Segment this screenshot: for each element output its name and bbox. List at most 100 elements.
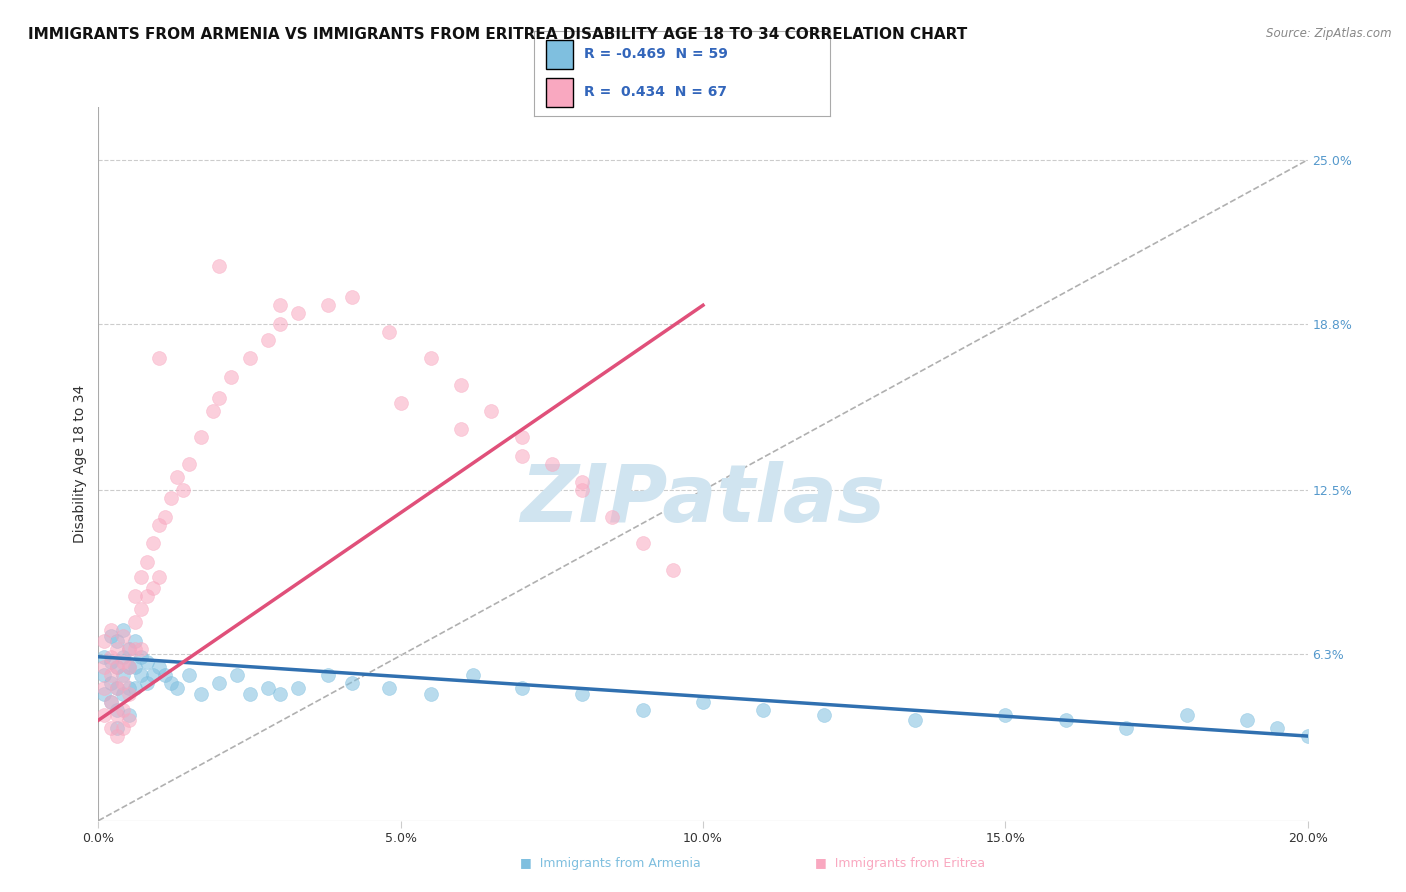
Point xyxy=(450,422,472,436)
Point xyxy=(571,687,593,701)
Text: IMMIGRANTS FROM ARMENIA VS IMMIGRANTS FROM ERITREA DISABILITY AGE 18 TO 34 CORRE: IMMIGRANTS FROM ARMENIA VS IMMIGRANTS FR… xyxy=(28,27,967,42)
Point xyxy=(1175,707,1198,722)
Point xyxy=(208,676,231,690)
Point xyxy=(1115,721,1137,735)
Point xyxy=(105,707,128,722)
Point xyxy=(153,668,176,682)
Point xyxy=(148,517,170,532)
Point xyxy=(100,721,122,735)
Point xyxy=(105,660,128,674)
Point xyxy=(111,676,134,690)
Point xyxy=(105,660,128,674)
Point xyxy=(269,687,291,701)
Point xyxy=(105,729,128,743)
Point xyxy=(1236,713,1258,727)
Point xyxy=(1267,721,1289,735)
Point xyxy=(256,681,278,696)
Point xyxy=(208,391,231,405)
Text: R =  0.434  N = 67: R = 0.434 N = 67 xyxy=(585,86,727,99)
Point xyxy=(208,259,231,273)
Point xyxy=(118,707,141,722)
Point xyxy=(316,668,339,682)
Point xyxy=(190,687,212,701)
Point xyxy=(93,649,115,664)
Point xyxy=(142,581,165,595)
Point xyxy=(105,703,128,717)
Point xyxy=(221,369,243,384)
Point xyxy=(142,536,165,550)
Point xyxy=(111,649,134,664)
Text: ■  Immigrants from Eritrea: ■ Immigrants from Eritrea xyxy=(815,856,986,870)
Point xyxy=(172,483,194,498)
Point xyxy=(190,430,212,444)
Point xyxy=(631,703,654,717)
Point xyxy=(100,624,122,638)
Point xyxy=(124,681,146,696)
Point xyxy=(129,641,152,656)
Point xyxy=(93,668,115,682)
Point xyxy=(100,655,122,669)
Point xyxy=(1054,713,1077,727)
Point xyxy=(118,687,141,701)
Point xyxy=(118,681,141,696)
Point xyxy=(571,483,593,498)
Point xyxy=(269,317,291,331)
Point xyxy=(124,634,146,648)
Point xyxy=(111,668,134,682)
Point xyxy=(105,681,128,696)
Point xyxy=(100,695,122,709)
Point xyxy=(510,449,533,463)
Point xyxy=(118,713,141,727)
FancyBboxPatch shape xyxy=(546,40,572,70)
Point xyxy=(148,570,170,584)
Point xyxy=(148,351,170,365)
Point xyxy=(105,641,128,656)
Point xyxy=(100,695,122,709)
Point xyxy=(389,396,412,410)
Point xyxy=(994,707,1017,722)
Point xyxy=(239,687,262,701)
Point xyxy=(93,681,115,696)
Point xyxy=(239,351,262,365)
Point xyxy=(129,570,152,584)
Point xyxy=(904,713,927,727)
Point xyxy=(481,404,503,418)
Point xyxy=(100,668,122,682)
Y-axis label: Disability Age 18 to 34: Disability Age 18 to 34 xyxy=(73,384,87,543)
Point xyxy=(129,602,152,616)
Point xyxy=(166,470,188,484)
Point xyxy=(148,660,170,674)
FancyBboxPatch shape xyxy=(546,78,572,108)
Point xyxy=(342,290,364,304)
Point xyxy=(662,563,685,577)
Point xyxy=(420,351,443,365)
Point xyxy=(287,306,309,320)
Point xyxy=(111,721,134,735)
Point xyxy=(129,668,152,682)
Point xyxy=(135,655,157,669)
Point xyxy=(287,681,309,696)
Point xyxy=(571,475,593,490)
Point xyxy=(100,629,122,643)
Point xyxy=(118,641,141,656)
Point xyxy=(111,655,134,669)
Point xyxy=(135,589,157,603)
Point xyxy=(111,703,134,717)
Text: Source: ZipAtlas.com: Source: ZipAtlas.com xyxy=(1267,27,1392,40)
Point xyxy=(463,668,485,682)
Point xyxy=(111,629,134,643)
Point xyxy=(450,377,472,392)
Point xyxy=(752,703,775,717)
Point xyxy=(100,676,122,690)
Point xyxy=(105,721,128,735)
Point xyxy=(510,430,533,444)
Point xyxy=(93,660,115,674)
Point xyxy=(226,668,249,682)
Point xyxy=(135,555,157,569)
Point xyxy=(377,681,399,696)
Point xyxy=(602,509,624,524)
Point xyxy=(111,687,134,701)
Point xyxy=(420,687,443,701)
Point xyxy=(160,491,183,506)
Point xyxy=(105,634,128,648)
